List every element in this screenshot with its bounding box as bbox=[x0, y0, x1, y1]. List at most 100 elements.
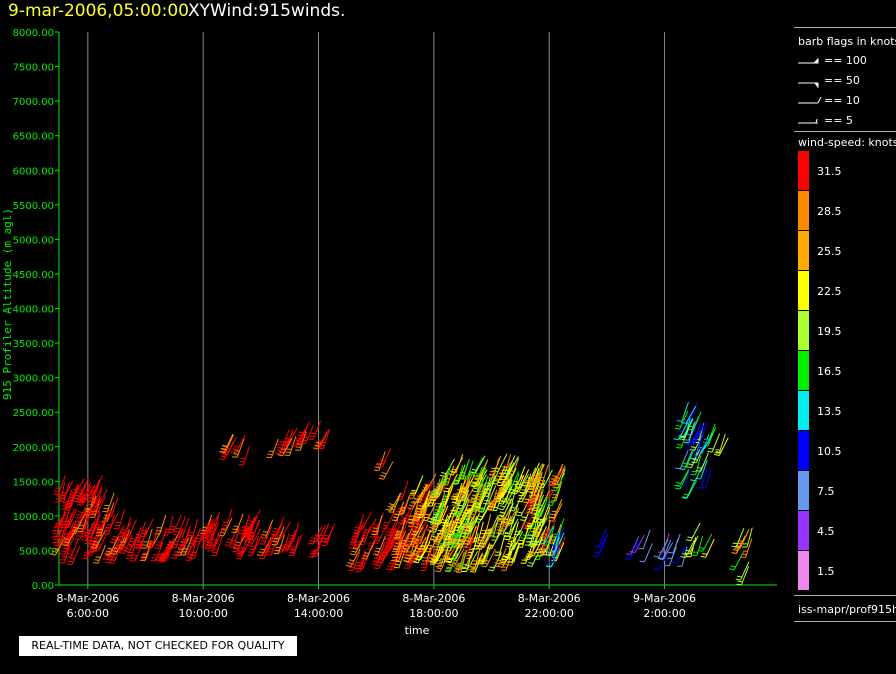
wind-barb bbox=[276, 429, 290, 449]
wind-barb bbox=[488, 552, 502, 572]
wind-barb bbox=[378, 461, 394, 480]
legend-separator bbox=[794, 621, 896, 622]
colorbar-label: 16.5 bbox=[817, 365, 842, 378]
y-tick-label: 2500.00 bbox=[13, 408, 54, 419]
colorbar-swatch bbox=[798, 351, 809, 390]
wind-barb bbox=[207, 531, 220, 552]
barb-flag-10 bbox=[817, 96, 822, 104]
wind-barb bbox=[529, 482, 543, 502]
barb-10-label: == 10 bbox=[824, 94, 860, 107]
wind-barb bbox=[67, 484, 80, 505]
y-tick-label: 1500.00 bbox=[13, 477, 54, 488]
colorbar-label: 13.5 bbox=[817, 405, 842, 418]
wind-barb bbox=[451, 480, 467, 499]
wind-barb bbox=[74, 500, 90, 519]
wind-barb bbox=[697, 533, 713, 552]
wind-barb bbox=[104, 536, 120, 556]
wind-barb bbox=[625, 535, 640, 555]
wind-barb bbox=[470, 455, 486, 474]
wind-barb bbox=[731, 527, 745, 548]
wind-barb bbox=[594, 534, 608, 554]
wind-barb bbox=[692, 438, 708, 458]
wind-barb bbox=[524, 486, 537, 506]
wind-barb bbox=[477, 493, 491, 513]
colorbar-swatch bbox=[798, 431, 809, 470]
wind-barb bbox=[473, 483, 486, 504]
wind-barb bbox=[119, 534, 133, 554]
wind-barb bbox=[674, 470, 690, 490]
wind-barb bbox=[346, 548, 361, 568]
y-tick-label: 5000.00 bbox=[13, 235, 54, 246]
wind-barb bbox=[177, 517, 190, 538]
wind-barb bbox=[429, 544, 442, 565]
wind-barb bbox=[639, 543, 653, 563]
wind-barb bbox=[435, 505, 449, 525]
wind-barb bbox=[295, 420, 311, 440]
colorbar-swatch bbox=[798, 271, 809, 310]
wind-barb bbox=[500, 544, 515, 564]
wind-barb bbox=[385, 492, 402, 511]
wind-barb bbox=[421, 473, 437, 492]
wind-barb bbox=[259, 525, 273, 545]
colorbar-label: 4.5 bbox=[817, 525, 835, 538]
colorbar-label: 7.5 bbox=[817, 485, 835, 498]
barb-flag-50 bbox=[814, 82, 819, 89]
wind-barb bbox=[64, 508, 77, 529]
y-tick-label: 4500.00 bbox=[13, 270, 54, 281]
wind-barb bbox=[157, 542, 172, 562]
wind-barb bbox=[76, 482, 92, 501]
wind-barb bbox=[685, 522, 701, 542]
wind-barb bbox=[372, 535, 386, 556]
wind-barb bbox=[58, 480, 74, 500]
wind-barb bbox=[80, 501, 96, 520]
wind-barb bbox=[482, 485, 497, 505]
y-tick-label: 0.00 bbox=[32, 581, 54, 592]
wind-barb bbox=[349, 536, 365, 556]
wind-barb bbox=[84, 524, 96, 545]
wind-barb bbox=[515, 469, 530, 489]
x-tick-time: 22:00:00 bbox=[524, 607, 573, 620]
wind-barb bbox=[517, 527, 529, 548]
y-tick-label: 3000.00 bbox=[13, 374, 54, 385]
wind-barb bbox=[526, 548, 541, 567]
wind-barb bbox=[700, 538, 715, 558]
legend-separator bbox=[794, 131, 896, 132]
wind-barb bbox=[231, 513, 244, 533]
wind-barb bbox=[497, 515, 512, 535]
wind-barb bbox=[408, 479, 422, 499]
wind-barb bbox=[348, 528, 360, 549]
wind-barb bbox=[66, 546, 81, 566]
y-tick-label: 6500.00 bbox=[13, 132, 54, 143]
wind-barb bbox=[593, 537, 606, 557]
wind-barb bbox=[430, 522, 447, 541]
barb-50-label: == 50 bbox=[824, 74, 860, 87]
wind-barb bbox=[548, 503, 563, 522]
chart-title: XYWind:915winds. bbox=[188, 1, 346, 21]
wind-barb bbox=[455, 549, 467, 570]
wind-barb bbox=[473, 488, 487, 508]
wind-barb bbox=[357, 511, 373, 530]
wind-barb bbox=[238, 513, 250, 534]
speed-legend-title: wind-speed: knots bbox=[798, 136, 896, 149]
wind-barb bbox=[462, 551, 479, 570]
wind-barb bbox=[478, 529, 494, 549]
wind-barb bbox=[468, 533, 479, 553]
wind-barb bbox=[700, 467, 712, 488]
wind-barb bbox=[526, 493, 540, 514]
wind-barb bbox=[211, 536, 223, 557]
wind-barb bbox=[361, 518, 377, 537]
wind-barb bbox=[82, 517, 97, 537]
wind-barb bbox=[59, 543, 71, 564]
wind-barb bbox=[525, 509, 538, 529]
wind-barb bbox=[453, 551, 465, 572]
wind-barb bbox=[189, 539, 201, 560]
wind-barb bbox=[394, 519, 406, 540]
wind-barb bbox=[295, 426, 308, 446]
wind-barb bbox=[735, 561, 750, 581]
colorbar-label: 31.5 bbox=[817, 165, 842, 178]
quality-note: REAL-TIME DATA, NOT CHECKED FOR QUALITY bbox=[19, 636, 297, 656]
wind-barb bbox=[532, 463, 544, 484]
wind-barb bbox=[624, 541, 640, 561]
wind-barb bbox=[109, 525, 125, 544]
barb-legend-title: barb flags in knots bbox=[798, 35, 896, 48]
